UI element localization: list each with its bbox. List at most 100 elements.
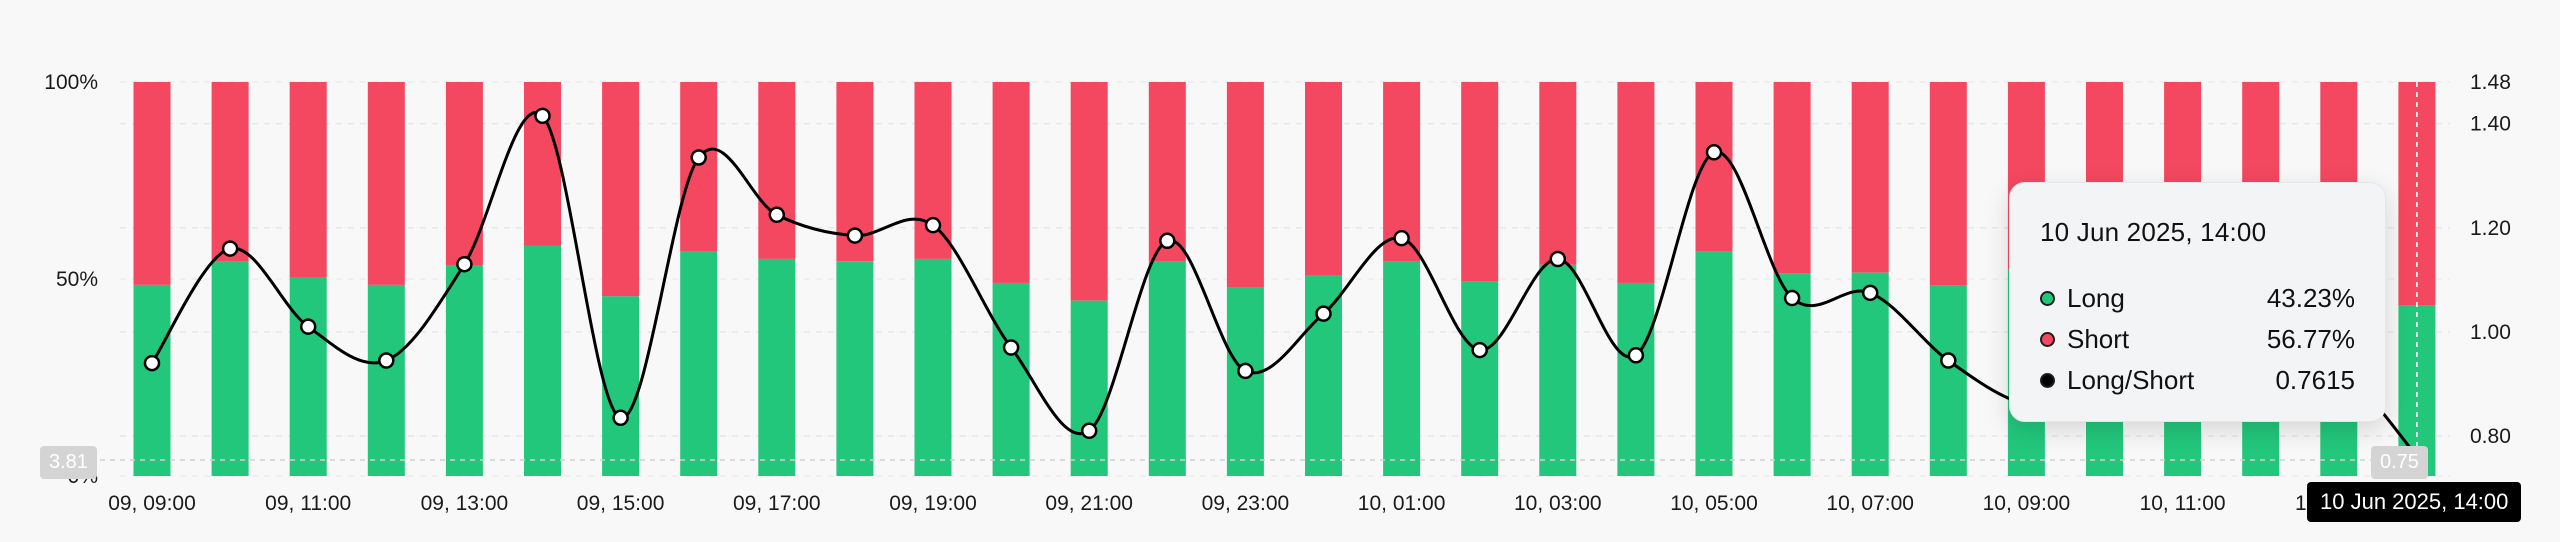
right-tick-label: 1.00 bbox=[2470, 321, 2511, 344]
long-bar bbox=[1851, 272, 1889, 476]
long-bar bbox=[914, 258, 952, 476]
tooltip-short-label: Short bbox=[2067, 324, 2130, 354]
x-tick-label: 10, 03:00 bbox=[1514, 492, 1602, 515]
x-tick-label: 09, 23:00 bbox=[1202, 492, 1290, 515]
tooltip-short-value: 56.77% bbox=[2266, 324, 2355, 354]
long-bar bbox=[211, 261, 249, 476]
short-bar bbox=[1929, 82, 1967, 286]
right-tick-label: 1.48 bbox=[2470, 71, 2511, 94]
x-tick-label: 09, 19:00 bbox=[889, 492, 977, 515]
ratio-point bbox=[1002, 339, 1020, 356]
ratio-point bbox=[143, 354, 161, 372]
x-axis-ticks: 09, 09:00 09, 11:00 09, 13:00 09, 15:00 09, … bbox=[108, 492, 2382, 515]
short-bar bbox=[602, 82, 640, 297]
short-bar bbox=[1773, 82, 1811, 274]
crosshair-right-value: 0.75 bbox=[2371, 446, 2428, 479]
long-bar bbox=[1773, 273, 1811, 476]
long-bar bbox=[445, 265, 483, 476]
ratio-point bbox=[1393, 229, 1410, 247]
short-bar bbox=[758, 82, 796, 259]
long-bar bbox=[367, 284, 405, 476]
ratio-legend-dot bbox=[2040, 373, 2055, 388]
short-bar bbox=[1070, 82, 1108, 301]
ratio-point bbox=[1471, 341, 1488, 359]
short-bar bbox=[367, 82, 405, 285]
left-tick-label: 100% bbox=[44, 71, 98, 94]
right-tick-label: 0.80 bbox=[2470, 425, 2511, 448]
ratio-point bbox=[1237, 362, 1254, 380]
short-bar bbox=[1226, 82, 1264, 288]
long-bar bbox=[680, 251, 718, 476]
long-bar bbox=[524, 245, 561, 476]
short-bar bbox=[1851, 82, 1889, 273]
tooltip-row-ratio: Long/Short 0.7615 bbox=[2040, 360, 2355, 401]
tooltip-long-value: 43.23% bbox=[2266, 283, 2355, 313]
right-tick-label: 1.20 bbox=[2470, 217, 2511, 240]
short-bar bbox=[992, 82, 1030, 283]
x-tick-label: 10, 09:00 bbox=[1983, 492, 2071, 515]
short-bar bbox=[211, 82, 249, 262]
x-tick-label: 10, 07:00 bbox=[1826, 492, 1914, 515]
ratio-point bbox=[456, 255, 473, 273]
long-bar bbox=[1383, 261, 1421, 476]
grid-lines bbox=[120, 81, 2450, 477]
short-bar bbox=[289, 82, 327, 278]
long-bar bbox=[133, 284, 171, 476]
x-tick-label: 09, 15:00 bbox=[577, 492, 665, 515]
ratio-point bbox=[221, 240, 239, 257]
ratio-point bbox=[1940, 352, 1957, 369]
ratio-point bbox=[299, 318, 317, 335]
short-bar bbox=[1461, 82, 1499, 282]
chart-tooltip: 10 Jun 2025, 14:00 Long 43.23% Short 56.… bbox=[2009, 182, 2386, 422]
long-bar bbox=[1226, 287, 1264, 476]
x-tick-label: 09, 13:00 bbox=[421, 492, 509, 515]
x-tick-label: 09, 17:00 bbox=[733, 492, 821, 515]
tooltip-row-short: Short 56.77% bbox=[2040, 319, 2355, 360]
right-tick-label: 1.40 bbox=[2470, 113, 2511, 136]
tooltip-ratio-label: Long/Short bbox=[2067, 365, 2195, 395]
short-bar bbox=[1539, 82, 1577, 265]
x-tick-label: 09, 11:00 bbox=[265, 492, 351, 515]
x-tick-label: 10, 01:00 bbox=[1358, 492, 1446, 515]
ratio-point bbox=[1159, 232, 1176, 250]
ratio-point bbox=[534, 107, 551, 125]
long-bar bbox=[1539, 264, 1577, 476]
left-axis-ticks: 0%50%100% bbox=[44, 71, 98, 488]
tooltip-long-label: Long bbox=[2067, 283, 2125, 313]
short-bar bbox=[1148, 82, 1186, 262]
ratio-point bbox=[846, 227, 864, 244]
long-bar bbox=[1461, 281, 1499, 476]
short-bar bbox=[680, 82, 718, 252]
ratio-point bbox=[690, 149, 707, 166]
long-bar bbox=[836, 261, 874, 476]
x-tick-label: 10, 11:00 bbox=[2140, 492, 2226, 515]
long-bar bbox=[1929, 285, 1967, 476]
short-bar bbox=[133, 82, 171, 285]
crosshair-time-label: 10 Jun 2025, 14:00 bbox=[2307, 482, 2522, 522]
x-tick-label: 09, 21:00 bbox=[1045, 492, 1133, 515]
ratio-point bbox=[768, 206, 786, 223]
long-bar bbox=[1148, 261, 1186, 476]
long-bar bbox=[602, 296, 640, 476]
ratio-point bbox=[378, 352, 395, 369]
long-legend-dot bbox=[2040, 291, 2055, 306]
long-bar bbox=[758, 258, 796, 476]
short-bar bbox=[524, 82, 561, 246]
crosshair-lines bbox=[100, 82, 2420, 476]
ratio-point bbox=[1861, 284, 1879, 302]
long-bar bbox=[289, 277, 327, 476]
ratio-point bbox=[924, 216, 942, 234]
crosshair-left-value: 3.81 bbox=[40, 446, 97, 479]
short-bar bbox=[1617, 82, 1655, 283]
x-tick-label: 10, 05:00 bbox=[1670, 492, 1758, 515]
long-bar bbox=[1617, 282, 1655, 476]
ratio-point bbox=[1627, 347, 1645, 364]
ratio-point bbox=[1315, 305, 1332, 322]
tooltip-ratio-value: 0.7615 bbox=[2275, 365, 2355, 395]
right-axis-ticks: 0.80 1.00 1.20 1.40 1.48 bbox=[2470, 71, 2511, 448]
tooltip-title: 10 Jun 2025, 14:00 bbox=[2040, 217, 2267, 247]
short-bar bbox=[1305, 82, 1342, 276]
ratio-point bbox=[1080, 422, 1098, 440]
ratio-line-layer bbox=[143, 107, 2426, 465]
long-bar bbox=[992, 282, 1030, 476]
